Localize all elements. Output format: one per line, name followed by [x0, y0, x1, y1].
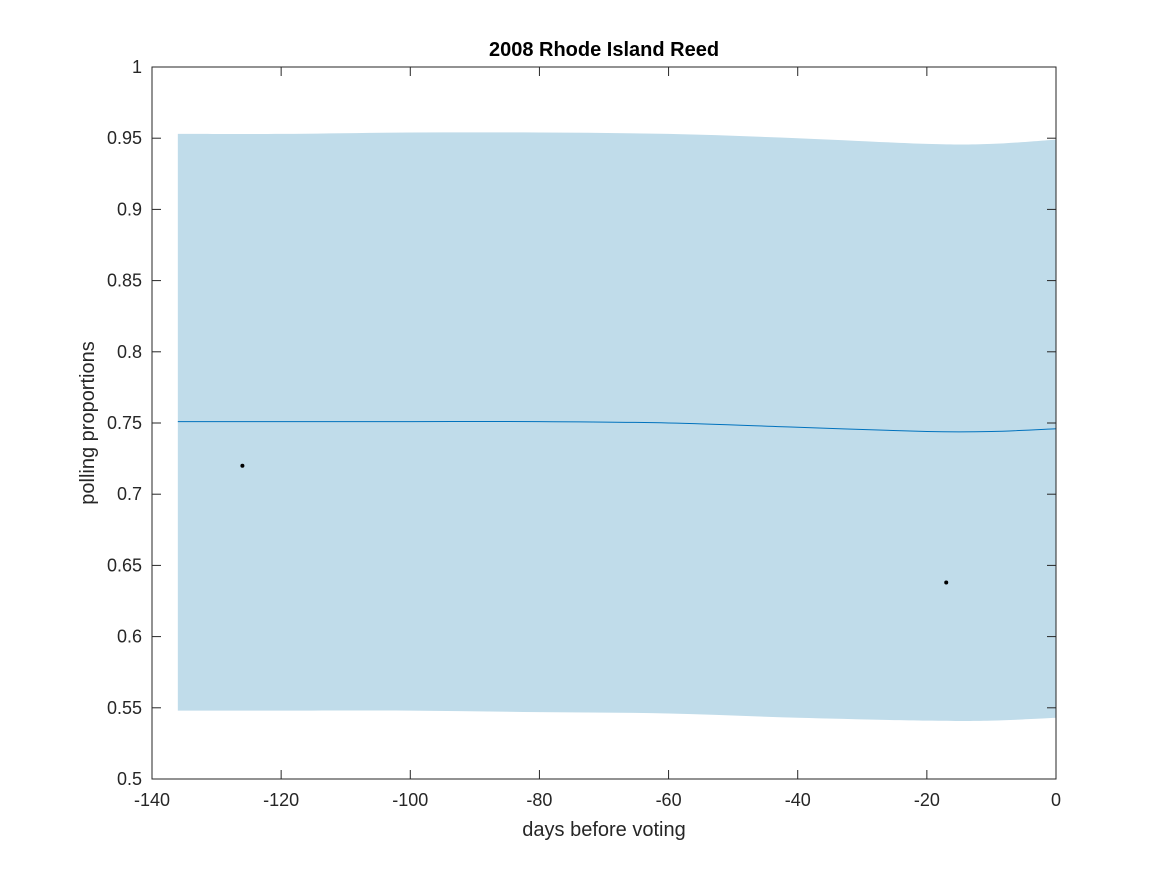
- x-axis-label: days before voting: [522, 819, 685, 841]
- y-tick-label: 0.75: [107, 413, 142, 433]
- x-tick-label: -60: [656, 790, 682, 810]
- poll-point: [240, 463, 245, 468]
- x-tick-label: 0: [1051, 790, 1061, 810]
- confidence-band: [177, 132, 1057, 721]
- x-tick-label: -120: [263, 790, 299, 810]
- y-tick-label: 0.9: [117, 199, 142, 219]
- y-tick-label: 0.6: [117, 627, 142, 647]
- x-tick-label: -20: [914, 790, 940, 810]
- x-tick-label: -140: [134, 790, 170, 810]
- y-tick-label: 0.95: [107, 128, 142, 148]
- y-tick-label: 0.85: [107, 271, 142, 291]
- plot-area: -140 -120 -100 -80 -60 -40 -20 0 0.5 0.55 0.6 0.65 0…: [107, 57, 1061, 810]
- x-tick-label: -100: [392, 790, 428, 810]
- trend-line: [177, 420, 1057, 433]
- poll-point: [944, 580, 949, 585]
- y-tick-label: 0.5: [117, 769, 142, 789]
- series-layer: [177, 132, 1057, 721]
- y-tick-label: 1: [132, 57, 142, 77]
- y-axis-label: polling proportions: [77, 341, 99, 504]
- y-tick-label: 0.65: [107, 555, 142, 575]
- y-tick-label: 0.55: [107, 698, 142, 718]
- chart-title: 2008 Rhode Island Reed: [489, 39, 719, 61]
- x-tick-label: -40: [785, 790, 811, 810]
- y-tick-label: 0.8: [117, 342, 142, 362]
- x-tick-label: -80: [526, 790, 552, 810]
- tick-layer: -140 -120 -100 -80 -60 -40 -20 0 0.5 0.55 0.6 0.65 0…: [107, 57, 1061, 810]
- y-tick-label: 0.7: [117, 484, 142, 504]
